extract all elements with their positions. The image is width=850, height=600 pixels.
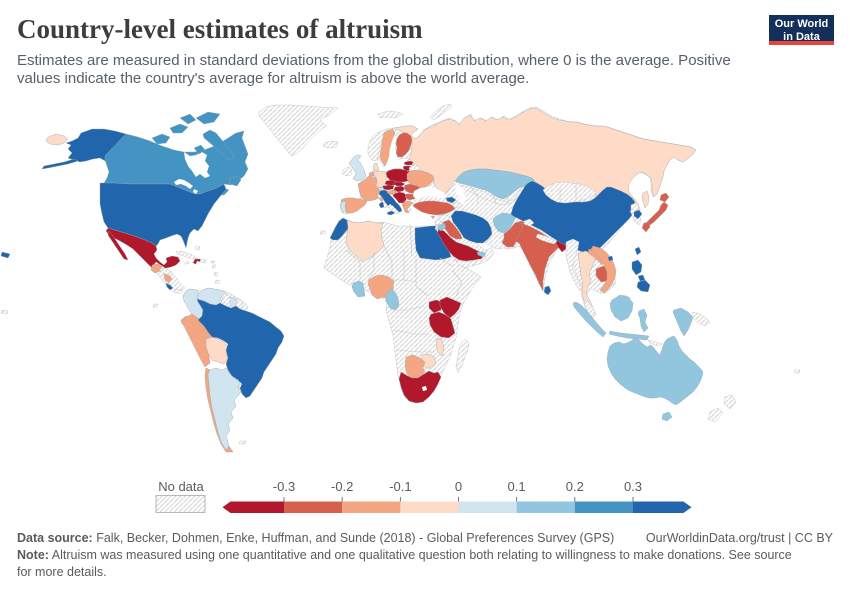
- svg-text:0.3: 0.3: [624, 479, 642, 494]
- svg-text:0: 0: [455, 479, 462, 494]
- svg-text:No data: No data: [158, 479, 204, 494]
- svg-text:0.1: 0.1: [508, 479, 526, 494]
- svg-text:-0.1: -0.1: [389, 479, 411, 494]
- svg-text:-0.2: -0.2: [331, 479, 353, 494]
- svg-text:0.2: 0.2: [566, 479, 584, 494]
- svg-text:-0.3: -0.3: [273, 479, 295, 494]
